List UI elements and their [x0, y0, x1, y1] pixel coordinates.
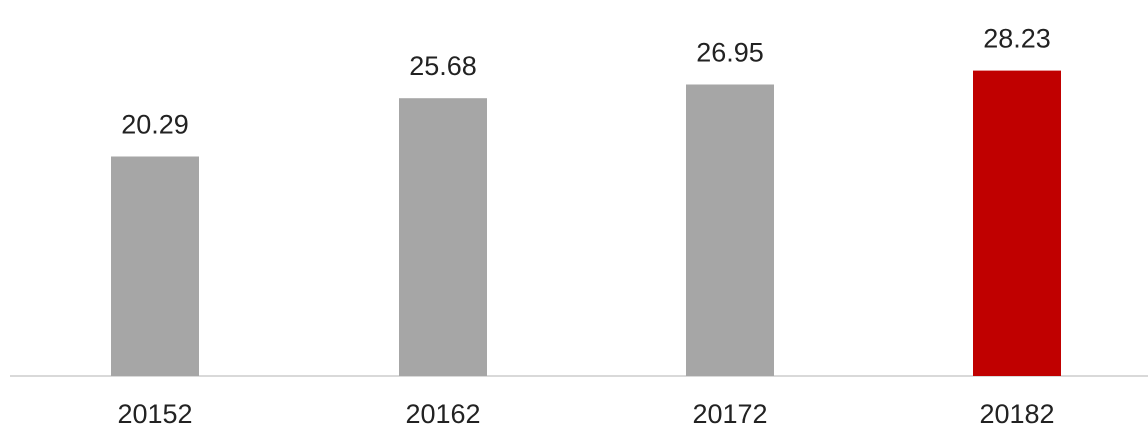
value-label-20152: 20.29: [121, 110, 189, 140]
x-tick-label-20152: 20152: [117, 399, 192, 428]
bar-20182: [973, 70, 1061, 376]
bars-group: [111, 70, 1061, 376]
value-label-20182: 28.23: [983, 24, 1051, 54]
value-label-20172: 26.95: [696, 38, 764, 68]
x-tick-label-20172: 20172: [692, 399, 767, 428]
bar-20172: [686, 84, 774, 376]
value-labels-group: 20.29 25.68 26.95 28.23: [121, 24, 1051, 140]
value-label-20162: 25.68: [409, 51, 477, 81]
bar-20162: [399, 98, 487, 376]
bar-20152: [111, 156, 199, 376]
x-tick-labels-group: 20152 20162 20172 20182: [117, 399, 1054, 429]
x-tick-label-20162: 20162: [405, 399, 480, 428]
x-tick-label-20182: 20182: [979, 399, 1054, 428]
